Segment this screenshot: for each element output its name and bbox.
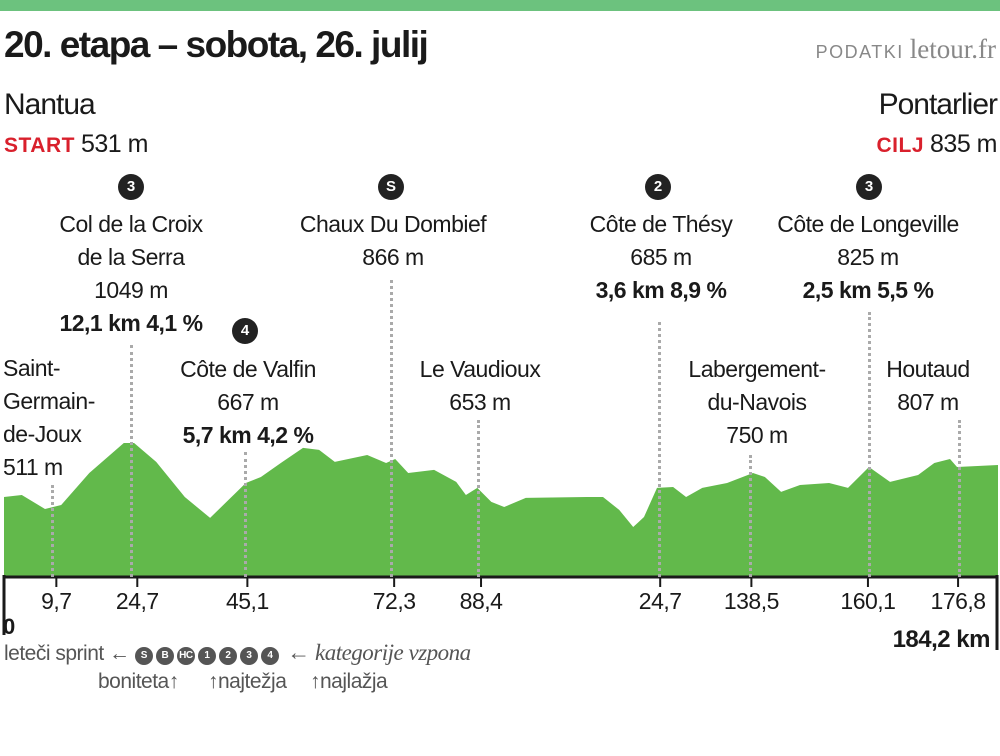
legend-easiest: ↑najlažja [310,670,388,693]
source-name: letour.fr [909,34,996,64]
point-name: de-Joux [3,421,82,447]
climb-stats: 5,7 km 4,2 % [182,422,314,448]
climb-category-badge: 2 [645,174,671,200]
start-elevation-value: 531 m [80,130,148,158]
town-le-vaudioux: Le Vaudioux 653 m [420,353,541,419]
climb-stats: 12,1 km 4,1 % [59,310,203,336]
tick-label: 88,4 [459,588,503,614]
tick-label: 24,7 [115,588,159,614]
tick-label: 160,1 [840,588,896,614]
legend-bonus: boniteta↑ [98,670,179,693]
climb-stats: 2,5 km 5,5 % [802,277,934,303]
point-elevation: 653 m [449,389,511,415]
tick-label: 72,3 [372,588,416,614]
point-name: Col de la Croix [59,211,203,237]
point-name: Houtaud [886,356,970,382]
guide-line [390,280,393,577]
legend: leteči sprint ← S B HC 1 2 3 4 ← kategorije vz… [4,640,471,666]
point-elevation: 685 m [630,244,692,270]
guide-line [749,455,752,577]
start-label: START [4,134,75,157]
climb-cote-de-valfin: Côte de Valfin 667 m 5,7 km 4,2 % [180,353,316,452]
guide-line [130,345,133,577]
climb-cote-de-longeville: Côte de Longeville 825 m 2,5 km 5,5 % [777,208,959,307]
sprint-badge: S [378,174,404,200]
finish-elevation: CILJ 835 m [877,130,998,159]
point-elevation: 1049 m [94,277,168,303]
point-elevation: 667 m [217,389,279,415]
guide-line [477,420,480,577]
point-name: Germain- [3,388,95,414]
finish-label: CILJ [876,134,925,157]
category-2-icon: 2 [218,647,237,665]
point-name: Saint- [3,355,61,381]
tick-label: 24,7 [638,588,682,614]
legend-categories: ← kategorije vzpona [287,640,471,665]
source-credit: PODATKI letour.fr [816,34,996,65]
hc-icon: HC [176,647,195,665]
finish-city: Pontarlier [878,88,998,121]
source-prefix: PODATKI [815,42,904,62]
finish-elevation-value: 835 m [930,130,997,158]
tick-label: 176,8 [930,588,987,614]
legend-hardest: ↑najtežja [208,670,287,693]
start-km-label: 0 [3,614,16,639]
town-houtaud: Houtaud 807 m [886,353,970,419]
town-saint-germain-de-joux: Saint- Germain- de-Joux 511 m [3,352,95,484]
guide-line [244,452,247,577]
bonus-icon: B [155,647,174,665]
start-city: Nantua [4,88,96,121]
point-name: du-Navois [707,389,807,415]
category-1-icon: 1 [197,647,216,665]
climb-stats: 3,6 km 8,9 % [595,277,727,303]
point-elevation: 511 m [3,454,63,480]
guide-line [868,312,871,577]
sprint-icon: S [134,647,153,665]
top-bar [0,0,1000,11]
sprint-chaux-du-dombief: Chaux Du Dombief 866 m [299,208,487,274]
point-elevation: 807 m [897,389,959,415]
point-name: de la Serra [77,244,185,270]
climb-category-badge: 3 [118,174,144,200]
guide-line [51,485,54,577]
climb-cote-de-thesy: Côte de Thésy 685 m 3,6 km 8,9 % [590,208,733,307]
point-elevation: 866 m [362,244,424,270]
point-name: Labergement- [688,356,826,382]
climb-category-badge: 4 [232,318,258,344]
point-name: Côte de Longeville [777,211,959,237]
guide-line [658,322,661,577]
guide-line [958,420,961,577]
elevation-area [4,443,998,577]
point-elevation: 825 m [837,244,899,270]
page-title: 20. etapa – sobota, 26. julij [4,24,429,65]
point-name: Côte de Thésy [589,211,733,237]
point-elevation: 750 m [726,422,788,448]
tick-label: 45,1 [225,588,269,614]
start-elevation: START 531 m [4,130,148,159]
legend-sprint: leteči sprint ← [4,642,130,665]
tick-label: 9,7 [41,588,72,614]
total-distance: 184,2 km [892,626,991,653]
town-labergement-du-navois: Labergement- du-Navois 750 m [688,353,826,452]
climb-col-de-la-croix: Col de la Croix de la Serra 1049 m 12,1 … [59,208,203,340]
point-name: Le Vaudioux [419,356,541,382]
point-name: Chaux Du Dombief [299,211,487,237]
climb-category-badge: 3 [856,174,882,200]
category-3-icon: 3 [239,647,258,665]
point-name: Côte de Valfin [180,356,316,382]
tick-label: 138,5 [723,588,780,614]
category-4-icon: 4 [260,647,279,665]
